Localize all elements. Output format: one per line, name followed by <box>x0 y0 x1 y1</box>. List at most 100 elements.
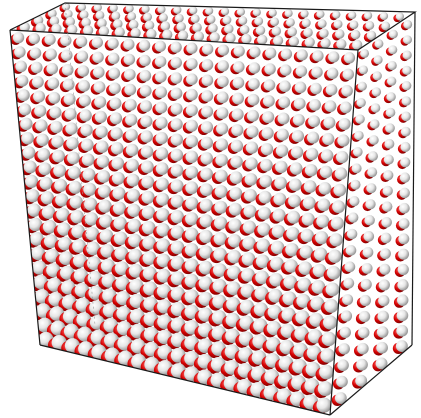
front-white-atom <box>22 146 36 159</box>
front-white-atom <box>45 248 60 263</box>
front-white-atom <box>308 115 321 128</box>
front-white-atom <box>213 247 227 262</box>
front-white-atom <box>185 212 199 226</box>
front-white-atom <box>260 158 273 172</box>
front-white-atom <box>326 67 339 80</box>
right-white-atom <box>368 135 379 145</box>
front-white-atom <box>73 253 87 268</box>
front-white-atom <box>64 107 77 121</box>
right-white-atom <box>337 359 349 372</box>
front-white-atom <box>200 121 214 134</box>
right-white-atom <box>402 50 412 60</box>
front-white-atom <box>233 61 245 73</box>
front-white-atom <box>199 229 213 244</box>
top-white-atom <box>300 9 309 18</box>
front-white-atom <box>170 210 184 224</box>
right-white-atom <box>383 170 394 181</box>
front-white-atom <box>98 199 112 213</box>
front-white-atom <box>229 171 243 184</box>
front-white-atom <box>56 207 70 222</box>
top-white-atom <box>288 36 300 47</box>
right-white-atom <box>369 119 380 129</box>
top-white-atom <box>366 30 377 41</box>
front-white-atom <box>100 243 115 258</box>
top-white-atom <box>287 27 297 37</box>
front-white-atom <box>258 206 272 220</box>
right-white-atom <box>386 76 397 86</box>
front-white-atom <box>170 118 183 131</box>
front-white-atom <box>212 263 227 278</box>
top-white-atom <box>35 22 46 34</box>
right-white-atom <box>388 45 398 55</box>
right-white-atom <box>400 157 411 168</box>
front-white-atom <box>200 136 214 150</box>
right-white-atom <box>399 187 410 199</box>
front-white-atom <box>69 195 83 209</box>
front-white-atom <box>228 202 242 216</box>
front-white-atom <box>40 191 54 205</box>
front-white-atom <box>78 94 91 107</box>
front-white-atom <box>45 48 57 60</box>
right-white-atom <box>357 326 370 339</box>
front-white-atom <box>328 51 340 63</box>
front-white-atom <box>142 266 157 281</box>
front-white-atom <box>227 265 241 280</box>
front-white-atom <box>126 158 139 172</box>
front-white-atom <box>170 225 185 239</box>
top-white-atom <box>252 8 261 17</box>
front-white-atom <box>156 268 171 283</box>
right-white-atom <box>360 278 372 290</box>
front-white-atom <box>185 181 199 195</box>
right-white-atom <box>380 248 391 260</box>
front-white-atom <box>330 216 344 230</box>
front-white-atom <box>170 72 183 84</box>
front-white-atom <box>200 152 213 165</box>
front-white-atom <box>123 38 135 51</box>
front-white-atom <box>67 151 80 165</box>
front-white-atom <box>242 220 257 234</box>
front-white-atom <box>317 381 333 397</box>
top-white-atom <box>61 3 71 11</box>
front-white-atom <box>53 164 67 178</box>
right-white-atom <box>400 141 411 152</box>
front-white-atom <box>109 97 122 110</box>
front-white-atom <box>333 183 347 197</box>
top-white-atom <box>320 38 331 49</box>
front-white-atom <box>26 189 40 203</box>
front-white-atom <box>288 194 301 208</box>
front-white-atom <box>316 397 332 413</box>
top-white-atom <box>365 20 375 30</box>
right-white-atom <box>342 294 354 306</box>
front-white-atom <box>313 247 328 261</box>
top-white-atom <box>98 26 110 37</box>
right-white-atom <box>399 172 411 183</box>
top-white-atom <box>379 11 389 21</box>
front-white-atom <box>320 348 335 363</box>
front-white-atom <box>156 253 171 268</box>
front-white-atom <box>199 198 213 212</box>
front-white-atom <box>285 242 299 257</box>
front-white-atom <box>91 36 103 49</box>
right-white-atom <box>348 212 359 223</box>
top-white-atom <box>350 29 361 40</box>
front-white-atom <box>269 272 284 287</box>
front-white-atom <box>185 88 198 101</box>
top-white-atom <box>157 5 166 14</box>
front-white-atom <box>141 175 155 189</box>
front-white-atom <box>312 263 327 278</box>
right-white-atom <box>376 326 389 338</box>
top-white-atom <box>332 10 341 19</box>
front-white-atom <box>342 68 355 81</box>
top-white-atom <box>176 21 186 32</box>
front-white-atom <box>279 64 292 76</box>
right-white-atom <box>385 107 396 118</box>
top-white-atom <box>319 28 329 38</box>
front-white-atom <box>325 282 340 297</box>
front-white-atom <box>76 50 89 63</box>
top-white-atom <box>160 21 171 31</box>
front-white-atom <box>30 61 43 74</box>
front-white-atom <box>229 186 243 200</box>
front-white-atom <box>170 56 182 69</box>
top-white-atom <box>114 27 125 38</box>
right-white-atom <box>362 246 374 258</box>
